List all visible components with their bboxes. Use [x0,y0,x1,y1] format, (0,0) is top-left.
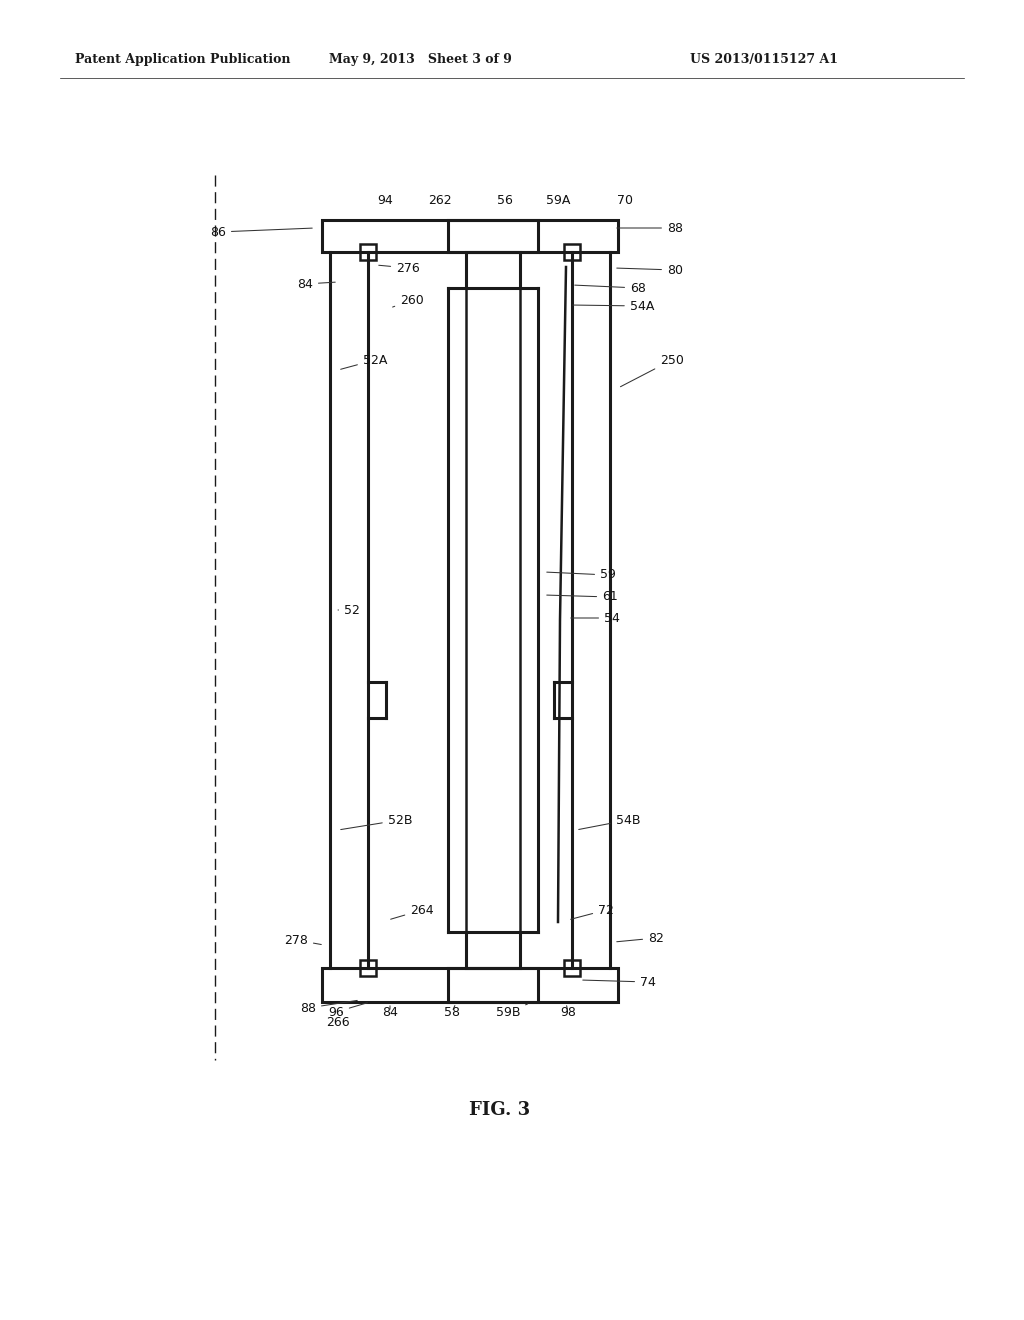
Text: 61: 61 [547,590,617,603]
Text: 88: 88 [616,222,683,235]
Bar [466,252,520,288]
Text: 88: 88 [300,1001,357,1015]
Text: 94: 94 [377,194,393,206]
Text: 52A: 52A [341,354,387,370]
Bar [360,960,376,975]
Text: FIG. 3: FIG. 3 [469,1101,530,1119]
Text: 72: 72 [570,903,614,919]
Text: Patent Application Publication: Patent Application Publication [75,54,291,66]
Text: 278: 278 [284,933,322,946]
Text: 98: 98 [560,1006,575,1019]
Text: 74: 74 [583,975,656,989]
Text: 70: 70 [617,194,633,206]
Text: 262: 262 [428,194,452,206]
Text: 82: 82 [616,932,664,945]
Bar [466,932,520,968]
Text: 68: 68 [574,281,646,294]
Text: 276: 276 [379,261,420,275]
Text: 86: 86 [210,226,312,239]
Bar [564,960,580,975]
Text: 54A: 54A [572,300,654,313]
Text: 56: 56 [497,194,513,206]
Text: 52: 52 [338,603,360,616]
Text: 80: 80 [616,264,683,276]
Text: 264: 264 [391,903,434,919]
Bar [564,244,580,260]
Bar [322,968,618,1002]
Text: 96: 96 [328,1003,368,1019]
Bar [322,220,618,252]
Text: 59B: 59B [496,1005,527,1019]
Text: 59A: 59A [546,194,570,206]
Text: 52B: 52B [341,813,413,829]
Text: May 9, 2013   Sheet 3 of 9: May 9, 2013 Sheet 3 of 9 [329,54,511,66]
Text: 59: 59 [547,569,616,582]
Text: 54B: 54B [579,813,640,829]
Text: 266: 266 [327,1012,350,1028]
Text: 84: 84 [382,1006,398,1019]
Bar [449,968,538,1002]
Text: 54: 54 [570,611,620,624]
Text: 58: 58 [444,1006,460,1019]
Bar [360,244,376,260]
Text: US 2013/0115127 A1: US 2013/0115127 A1 [690,54,838,66]
Text: 250: 250 [621,354,684,387]
Bar [449,220,538,252]
Text: 260: 260 [392,293,424,308]
Text: 84: 84 [297,277,335,290]
